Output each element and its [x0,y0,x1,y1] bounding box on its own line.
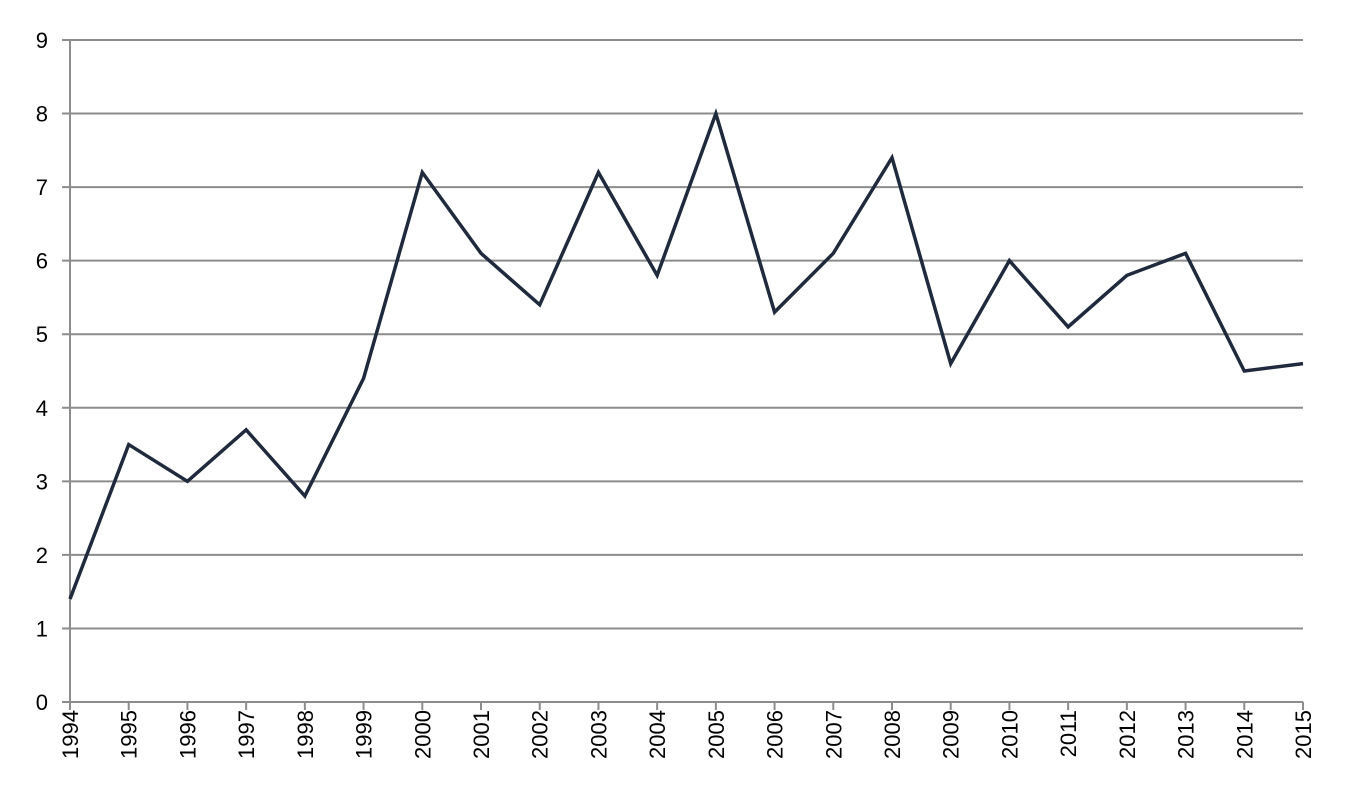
x-tick-label: 2008 [880,710,905,759]
y-tick-label: 6 [36,249,48,274]
x-tick-label: 2006 [763,710,788,759]
x-tick-label: 2013 [1174,710,1199,759]
x-tick-label: 2009 [939,710,964,759]
x-tick-label: 2002 [528,710,553,759]
x-tick-label: 1999 [352,710,377,759]
x-tick-label: 2007 [821,710,846,759]
x-tick-label: 2001 [469,710,494,759]
x-tick-label: 1997 [234,710,259,759]
y-tick-label: 3 [36,469,48,494]
x-tick-label: 1998 [293,710,318,759]
y-tick-label: 8 [36,102,48,127]
y-tick-label: 2 [36,543,48,568]
y-tick-label: 0 [36,690,48,715]
y-tick-label: 5 [36,322,48,347]
data-line [68,107,1304,600]
x-tick-label: 1994 [58,710,83,759]
x-tick-label: 1996 [175,710,200,759]
x-tick-label: 2014 [1232,710,1257,759]
x-tick-label: 2000 [410,710,435,759]
x-tick-label: 2012 [1115,710,1140,759]
x-tick-label: 2011 [1056,710,1081,757]
x-tick-label: 2010 [997,710,1022,759]
x-tick-label: 1995 [117,710,142,759]
x-tick-label: 2003 [586,710,611,759]
y-tick-label: 4 [36,396,48,421]
x-tick-label: 2005 [704,710,729,759]
y-tick-label: 1 [36,616,48,641]
y-tick-label: 7 [36,175,48,200]
x-tick-label: 2004 [645,710,670,759]
y-tick-label: 9 [36,28,48,53]
x-tick-label: 2015 [1291,710,1316,759]
